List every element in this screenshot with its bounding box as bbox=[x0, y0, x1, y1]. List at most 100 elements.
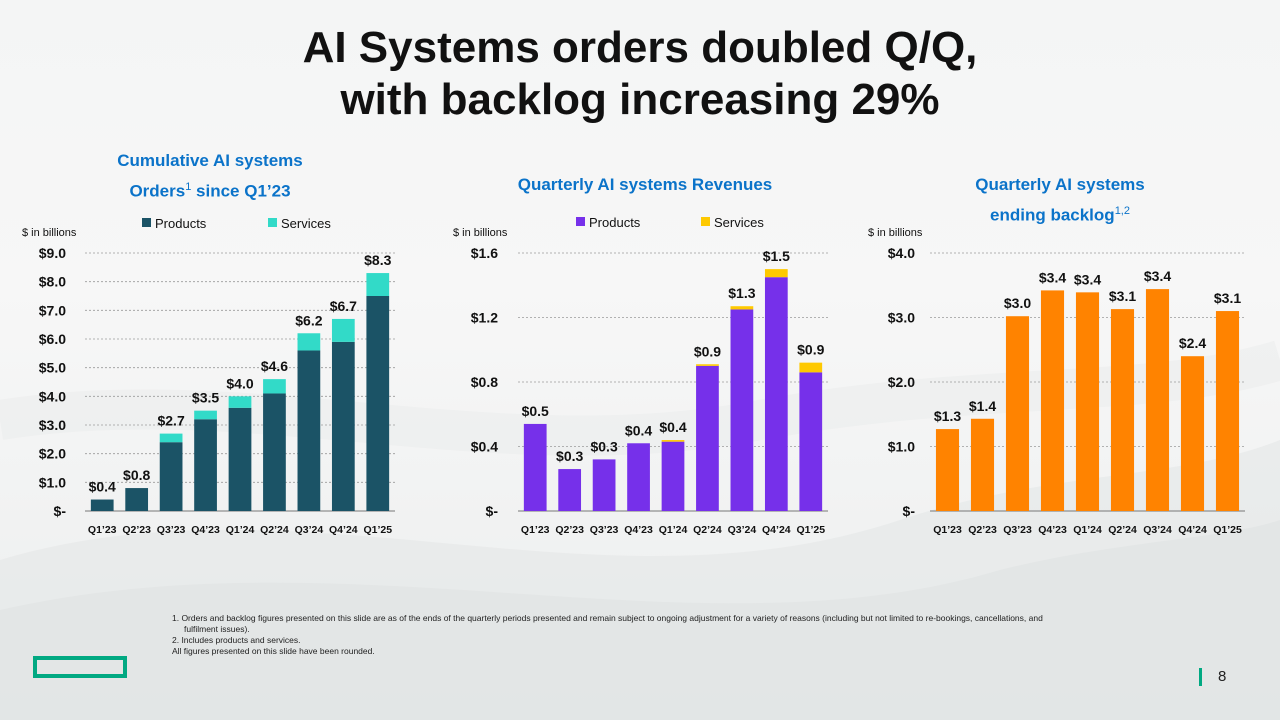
bar-services-8 bbox=[799, 362, 823, 373]
bar-value-0 bbox=[935, 429, 960, 511]
y-tick-label: $5.0 bbox=[39, 360, 66, 376]
bar-products-3 bbox=[627, 443, 650, 511]
x-tick-label: Q3’24 bbox=[295, 524, 324, 536]
bar-value-3 bbox=[1040, 290, 1065, 511]
slide-title-line1: AI Systems orders doubled Q/Q, bbox=[302, 23, 978, 72]
company-logo bbox=[33, 656, 127, 678]
data-label: $6.2 bbox=[295, 312, 322, 328]
data-label: $3.1 bbox=[1214, 290, 1241, 306]
data-label: $0.4 bbox=[659, 419, 686, 435]
slide-title-line2: with backlog increasing 29% bbox=[340, 75, 940, 124]
page-number: 8 bbox=[1218, 668, 1227, 685]
bar-services-8 bbox=[366, 273, 390, 296]
x-tick-label: Q1’25 bbox=[363, 524, 392, 536]
bar-products-0 bbox=[523, 423, 547, 511]
data-label: $1.4 bbox=[969, 398, 996, 414]
orders-chart-title-line2: Orders1 since Q1’23 bbox=[80, 174, 340, 205]
data-label: $0.3 bbox=[556, 448, 583, 464]
orders-title-footnote: 1 bbox=[185, 181, 192, 193]
y-tick-label: $1.0 bbox=[888, 439, 915, 455]
x-tick-label: Q3’23 bbox=[157, 524, 186, 536]
bar-products-7 bbox=[331, 341, 355, 511]
unit-label: $ in billions bbox=[453, 227, 508, 239]
data-label: $6.7 bbox=[330, 298, 357, 314]
x-tick-label: Q2’24 bbox=[1108, 524, 1137, 536]
orders-title-rest: since Q1’23 bbox=[191, 181, 291, 201]
backlog-chart-title: Quarterly AI systems ending backlog1,2 bbox=[930, 172, 1190, 229]
page-number-bar bbox=[1199, 668, 1202, 686]
y-tick-label: $4.0 bbox=[888, 245, 915, 261]
bar-services-7 bbox=[331, 318, 355, 342]
backlog-chart-title-line1: Quarterly AI systems bbox=[975, 175, 1145, 194]
legend-swatch bbox=[142, 218, 151, 227]
bar-value-2 bbox=[1005, 316, 1030, 511]
x-tick-label: Q2’23 bbox=[122, 524, 151, 536]
data-label: $4.0 bbox=[226, 375, 253, 391]
data-label: $2.7 bbox=[157, 413, 184, 429]
x-tick-label: Q2’23 bbox=[555, 524, 584, 536]
bar-products-8 bbox=[799, 372, 823, 511]
bar-services-6 bbox=[297, 333, 321, 351]
bar-value-6 bbox=[1145, 289, 1170, 511]
orders-chart-title-line1: Cumulative AI systems bbox=[117, 151, 303, 170]
x-tick-label: Q4’24 bbox=[762, 524, 791, 536]
bar-products-4 bbox=[228, 407, 252, 511]
orders-title-word: Orders bbox=[129, 181, 186, 201]
y-tick-label: $3.0 bbox=[888, 310, 915, 326]
unit-label: $ in billions bbox=[22, 227, 77, 239]
y-tick-label: $3.0 bbox=[39, 417, 66, 433]
bar-products-0 bbox=[90, 499, 114, 511]
x-tick-label: Q4’24 bbox=[329, 524, 358, 536]
y-tick-label: $0.8 bbox=[471, 374, 498, 390]
backlog-chart-title-line2: ending backlog1,2 bbox=[930, 198, 1190, 229]
bar-products-2 bbox=[592, 459, 616, 511]
data-label: $1.3 bbox=[728, 285, 755, 301]
bar-products-6 bbox=[730, 309, 754, 511]
x-tick-label: Q2’24 bbox=[260, 524, 289, 536]
footnote-1-cont: fulfilment issues). bbox=[184, 624, 250, 634]
data-label: $0.5 bbox=[522, 403, 549, 419]
x-tick-label: Q1’23 bbox=[88, 524, 117, 536]
orders-chart-title: Cumulative AI systems Orders1 since Q1’2… bbox=[80, 148, 340, 205]
y-tick-label: $7.0 bbox=[39, 302, 66, 318]
x-tick-label: Q4’23 bbox=[624, 524, 653, 536]
bar-services-3 bbox=[194, 410, 217, 420]
bar-services-4 bbox=[661, 440, 685, 442]
legend-label: Services bbox=[714, 215, 764, 230]
footnote-rounding: All figures presented on this slide have… bbox=[172, 646, 375, 656]
bar-value-4 bbox=[1075, 292, 1100, 511]
bar-products-7 bbox=[764, 277, 788, 511]
y-tick-label: $6.0 bbox=[39, 331, 66, 347]
x-tick-label: Q1’24 bbox=[226, 524, 255, 536]
data-label: $4.6 bbox=[261, 358, 288, 374]
backlog-title-word: ending backlog bbox=[990, 205, 1115, 225]
y-tick-label: $1.6 bbox=[471, 245, 498, 261]
x-tick-label: Q3’23 bbox=[590, 524, 619, 536]
legend-label: Products bbox=[155, 216, 207, 231]
slide-title: AI Systems orders doubled Q/Q, with back… bbox=[0, 22, 1280, 126]
data-label: $0.8 bbox=[123, 467, 150, 483]
bar-services-5 bbox=[696, 364, 719, 366]
legend-swatch bbox=[701, 217, 710, 226]
bar-value-5 bbox=[1110, 309, 1135, 511]
bar-value-8 bbox=[1215, 311, 1240, 511]
x-tick-label: Q3’23 bbox=[1003, 524, 1032, 536]
y-tick-label: $- bbox=[903, 503, 916, 519]
footnotes: 1. Orders and backlog figures presented … bbox=[172, 613, 1152, 657]
bar-services-6 bbox=[730, 306, 754, 310]
bar-services-4 bbox=[228, 396, 252, 408]
x-tick-label: Q2’24 bbox=[693, 524, 722, 536]
data-label: $8.3 bbox=[364, 252, 391, 268]
x-tick-label: Q1’23 bbox=[933, 524, 962, 536]
data-label: $3.1 bbox=[1109, 288, 1136, 304]
x-tick-label: Q4’24 bbox=[1178, 524, 1207, 536]
y-tick-label: $2.0 bbox=[888, 374, 915, 390]
unit-label: $ in billions bbox=[868, 227, 923, 239]
legend-label: Services bbox=[281, 216, 331, 231]
legend-swatch bbox=[268, 218, 277, 227]
data-label: $0.4 bbox=[89, 479, 116, 495]
data-label: $3.4 bbox=[1039, 269, 1066, 285]
data-label: $3.0 bbox=[1004, 295, 1031, 311]
